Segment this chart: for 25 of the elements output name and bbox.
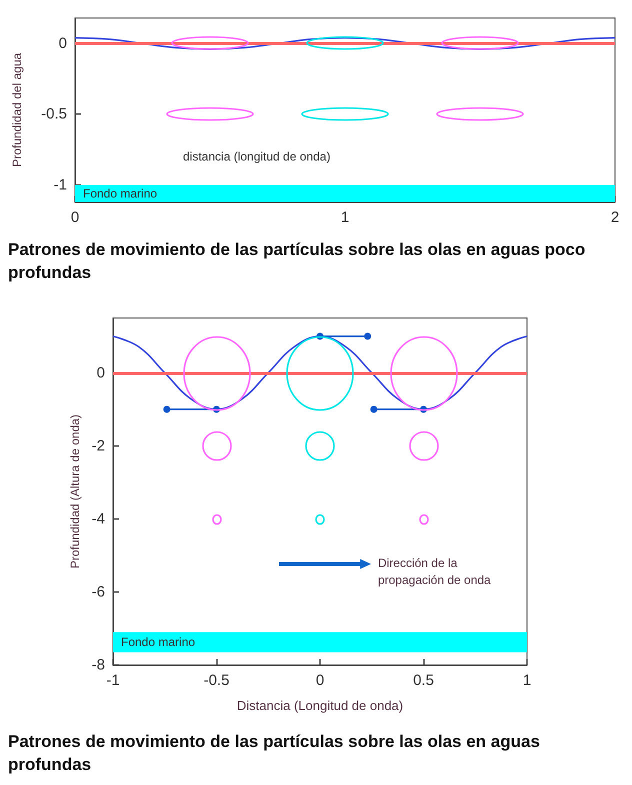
x-tick-label: -0.5 xyxy=(204,672,230,689)
x-tick-label: 2 xyxy=(610,209,620,226)
y-tick-label: -1 xyxy=(54,176,67,194)
band-label: Fondo marino xyxy=(83,186,158,201)
x-axis-title: distancia (longitud de onda) xyxy=(183,149,330,164)
y-tick-label: -6 xyxy=(92,583,105,600)
band-label: Fondo marino xyxy=(121,635,196,650)
x-tick-label: 1 xyxy=(340,209,350,226)
y-axis-title: Profundidad del agua xyxy=(10,52,24,168)
x-tick-label: 0 xyxy=(316,672,324,689)
text: Patrones de movimiento de las partículas sobre las olas en aguas profundas xyxy=(8,732,545,774)
text: Patrones de movimiento de las partículas sobre las olas en aguas poco profundas xyxy=(8,240,590,282)
y-tick-label: -2 xyxy=(92,437,105,454)
y-axis-title: Profundidad (Altura de onda) xyxy=(68,414,82,569)
annotation: Dirección de la propagación de onda xyxy=(378,556,492,587)
y-tick-label: -0.5 xyxy=(41,106,67,123)
y-tick-label: -8 xyxy=(92,656,105,674)
y-tick-label: 0 xyxy=(96,364,105,382)
y-tick-label: -4 xyxy=(92,510,105,528)
y-tick-label: 0 xyxy=(58,34,67,52)
x-tick-label: 0.5 xyxy=(413,672,434,689)
x-axis-title: Distancia (Longitud de onda) xyxy=(236,698,404,713)
x-tick-label: -1 xyxy=(106,672,120,689)
x-tick-label: 0 xyxy=(70,209,80,226)
x-tick-label: 1 xyxy=(522,672,532,689)
